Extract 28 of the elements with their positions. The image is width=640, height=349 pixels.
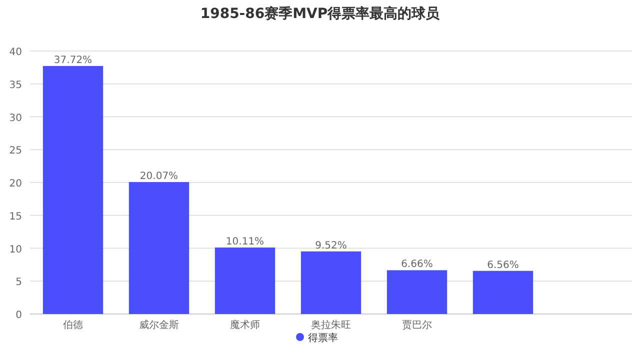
data-label: 37.72%	[54, 54, 92, 66]
x-tick-label: 伯德	[63, 319, 83, 331]
bar	[472, 270, 534, 314]
data-label: 20.07%	[140, 171, 178, 182]
data-label: 6.56%	[487, 260, 519, 271]
chart-title: 1985-86赛季MVP得票率最高的球员	[200, 5, 441, 22]
data-label: 9.52%	[315, 240, 347, 252]
data-label: 10.11%	[226, 236, 264, 248]
bar	[42, 66, 104, 314]
x-tick-label: 魔术师	[230, 319, 260, 331]
y-tick-label: 0	[16, 310, 22, 321]
x-tick-label: 奥拉朱旺	[311, 319, 351, 331]
y-tick-label: 25	[9, 146, 22, 157]
y-tick-label: 30	[9, 112, 22, 124]
y-tick-label: 35	[9, 80, 22, 91]
y-tick-label: 40	[9, 47, 22, 58]
x-tick-label: 威尔金斯	[139, 319, 179, 331]
y-tick-label: 10	[9, 244, 22, 256]
y-tick-label: 20	[9, 178, 22, 190]
y-tick-label: 15	[9, 211, 22, 222]
bar	[214, 248, 276, 314]
y-tick-label: 5	[16, 277, 22, 288]
bar	[300, 251, 362, 314]
data-label: 6.66%	[401, 259, 433, 270]
bar	[386, 270, 448, 314]
bar	[128, 182, 190, 314]
x-tick-label: 贾巴尔	[402, 319, 432, 331]
legend-label: 得票率	[308, 332, 338, 344]
